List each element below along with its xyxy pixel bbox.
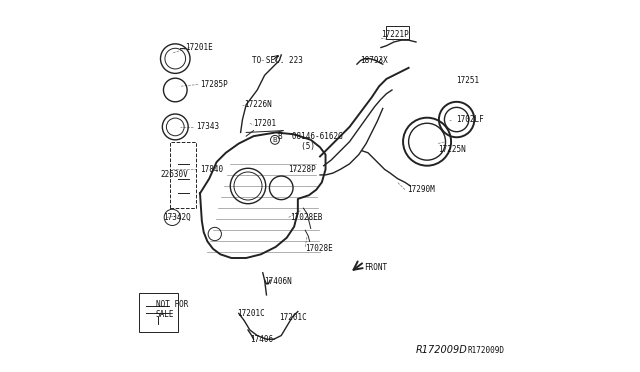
Text: 17406: 17406 <box>250 335 273 344</box>
Text: 17226N: 17226N <box>244 100 272 109</box>
Text: 17221P: 17221P <box>381 30 409 39</box>
Text: 22630V: 22630V <box>161 170 188 179</box>
Text: 17225N: 17225N <box>438 145 466 154</box>
Text: 17406N: 17406N <box>264 278 292 286</box>
Text: 17343: 17343 <box>196 122 220 131</box>
Text: NOT FOR
SALE: NOT FOR SALE <box>156 300 188 320</box>
Text: 17290M: 17290M <box>407 185 435 194</box>
Text: FRONT: FRONT <box>364 263 387 272</box>
Text: R172009D: R172009D <box>416 345 468 355</box>
Text: B: B <box>273 137 277 143</box>
Text: R172009D: R172009D <box>468 346 505 355</box>
Text: 17201C: 17201C <box>237 309 265 318</box>
Text: 18793X: 18793X <box>360 56 388 65</box>
Text: 17201C: 17201C <box>280 312 307 321</box>
Text: 17201E: 17201E <box>185 43 213 52</box>
Text: 17028E: 17028E <box>305 244 333 253</box>
Text: 17251: 17251 <box>456 76 480 85</box>
Text: 17840: 17840 <box>200 165 223 174</box>
Text: 17028EB: 17028EB <box>291 213 323 222</box>
Text: 17342Q: 17342Q <box>163 213 191 222</box>
Text: 17228P: 17228P <box>289 165 316 174</box>
Text: 17285P: 17285P <box>200 80 228 89</box>
Text: TO SEC. 223: TO SEC. 223 <box>252 56 303 65</box>
Text: 17201: 17201 <box>253 119 276 128</box>
Text: 1702LF: 1702LF <box>456 115 484 124</box>
Text: B  08146-6162G
     (5): B 08146-6162G (5) <box>278 132 342 151</box>
